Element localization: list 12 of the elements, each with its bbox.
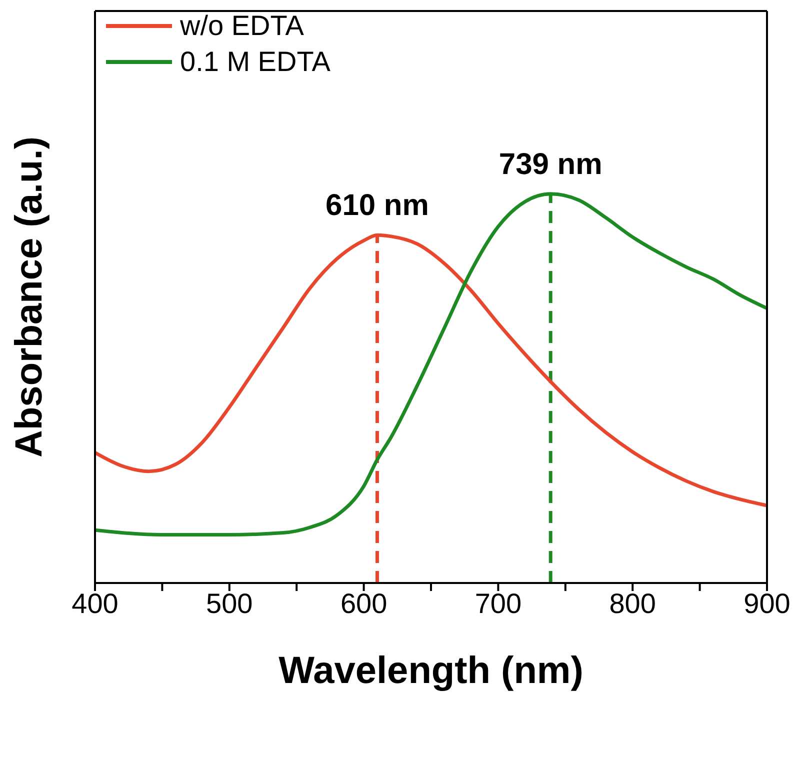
legend-label: 0.1 M EDTA	[180, 45, 330, 79]
x-tick-label: 400	[72, 588, 118, 619]
ref-line-label: 610 nm	[326, 189, 429, 222]
y-axis-title: Absorbance (a.u.)	[8, 136, 50, 458]
x-tick-label: 700	[474, 588, 522, 619]
x-tick-label: 600	[340, 588, 388, 619]
x-tick-label: 500	[206, 588, 253, 619]
x-tick-label: 900	[744, 588, 790, 619]
x-tick-label: 800	[609, 588, 656, 619]
x-axis-title: Wavelength (nm)	[278, 650, 584, 692]
legend-label: w/o EDTA	[180, 9, 304, 43]
ref-line-label: 739 nm	[498, 148, 602, 181]
